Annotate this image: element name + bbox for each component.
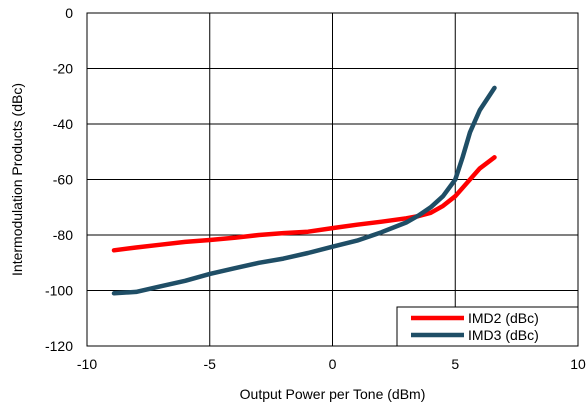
- legend-box: [396, 306, 579, 347]
- y-tick-label: -40: [53, 116, 73, 132]
- y-tick-label: -60: [53, 172, 73, 188]
- legend: IMD2 (dBc)IMD3 (dBc): [396, 306, 579, 347]
- y-tick-label: -20: [53, 61, 73, 77]
- series-line-imd2: [111, 155, 497, 253]
- x-tick-label: -10: [77, 356, 97, 372]
- x-tick-label: -5: [204, 356, 217, 372]
- x-axis-label: Output Power per Tone (dBm): [240, 386, 426, 402]
- tick-labels: -10 -5 0 5 10 0 -20 -40 -60 -80 -100 -120: [45, 5, 586, 372]
- y-tick-label: -80: [53, 227, 73, 243]
- x-tick-label: 5: [451, 356, 459, 372]
- series-line-imd3: [111, 85, 497, 296]
- y-axis-label: Intermodulation Products (dBc): [9, 83, 25, 276]
- y-tick-label: 0: [65, 5, 73, 21]
- legend-label: IMD3 (dBc): [468, 327, 539, 343]
- legend-label: IMD2 (dBc): [468, 310, 539, 326]
- grid: [86, 12, 579, 347]
- plot-area: [86, 12, 579, 347]
- series-layer: [111, 85, 497, 296]
- x-tick-label: 10: [570, 356, 586, 372]
- x-tick-label: 0: [329, 356, 337, 372]
- y-tick-label: -100: [45, 283, 73, 299]
- y-tick-label: -120: [45, 338, 73, 354]
